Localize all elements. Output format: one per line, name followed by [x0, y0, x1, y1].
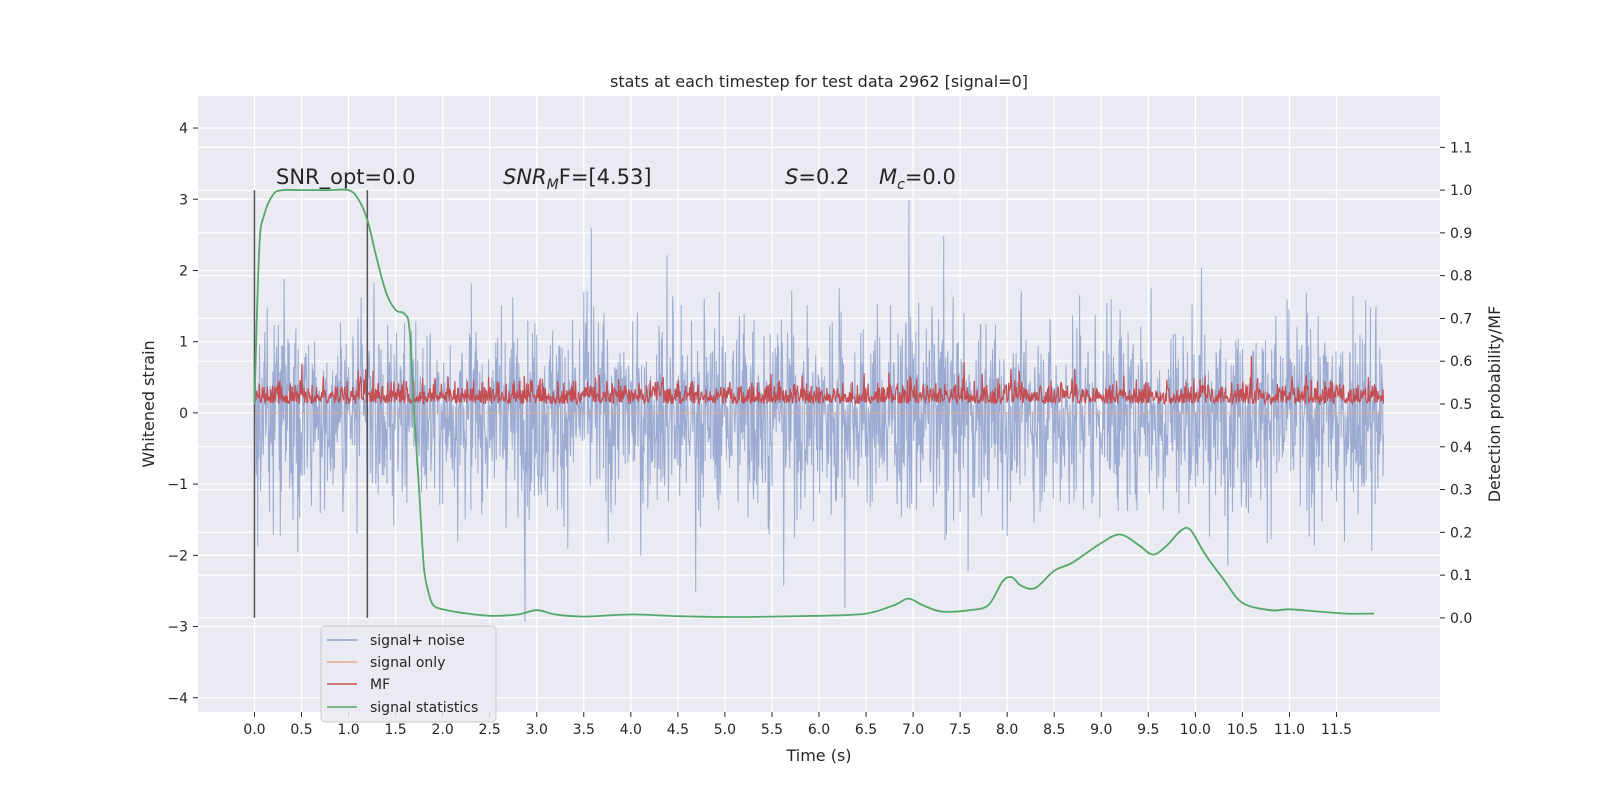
legend-box [320, 625, 497, 723]
y-right-tick-label: 1.1 [1450, 140, 1472, 156]
y-left-tick-label: −1 [167, 477, 188, 493]
y-right-axis-label: Detection probability/MF [1485, 306, 1504, 503]
series-line-signal-noise [254, 200, 1384, 622]
legend-label-signal-noise: signal+ noise [370, 633, 465, 649]
y-right-tick-labels: 1.1 1.0 0.9 0.8 0.7 0.6 0.5 0.4 0.3 0.2 0.1 0.0 [1440, 140, 1472, 627]
y-right-tick-label: 0.5 [1450, 397, 1472, 413]
y-left-tick-label: 4 [179, 121, 188, 137]
legend-label-mf: MF [370, 677, 390, 693]
series-mf [253, 355, 1385, 407]
x-tick-label: 1.0 [337, 722, 359, 738]
x-tick-label: 9.0 [1090, 722, 1112, 738]
legend: signal+ noise signal only MF signal stat… [320, 625, 497, 723]
series-line-signal-statistics [253, 188, 1375, 618]
y-left-tick-label: 3 [179, 192, 188, 208]
legend-label-signal-statistics: signal statistics [370, 700, 478, 716]
y-left-tick-label: 1 [179, 335, 188, 351]
y-left-tick-label: 0 [179, 406, 188, 422]
x-tick-label: 9.5 [1137, 722, 1159, 738]
series-signal-statistics [253, 188, 1375, 618]
x-axis-label: Time (s) [785, 746, 851, 765]
x-tick-label: 6.0 [808, 722, 830, 738]
y-right-tick-label: 0.0 [1450, 611, 1472, 627]
x-tick-label: 11.5 [1321, 722, 1352, 738]
y-left-tick-labels: 4 3 2 1 0 −1 −2 −3 −4 [167, 121, 198, 707]
vertical-markers [253, 190, 369, 618]
x-tick-label: 2.5 [479, 722, 501, 738]
annotation-snr-mf: SNRMF=[4.53] [503, 165, 652, 193]
annotation-snr-opt: SNR_opt=0.0 [276, 165, 416, 190]
y-left-tick-label: −4 [167, 691, 188, 707]
x-tick-label: 2.0 [432, 722, 454, 738]
y-right-tick-label: 0.7 [1450, 311, 1472, 327]
y-right-tick-label: 0.8 [1450, 269, 1472, 285]
x-tick-label: 4.0 [620, 722, 642, 738]
y-left-tick-label: −3 [167, 620, 188, 636]
y-left-axis-label: Whitened strain [139, 340, 158, 467]
x-tick-label: 0.0 [243, 722, 265, 738]
chart-title: stats at each timestep for test data 296… [610, 72, 1028, 91]
y-right-tick-label: 0.9 [1450, 226, 1472, 242]
legend-label-signal-only: signal only [370, 655, 445, 671]
x-tick-label: 5.5 [761, 722, 783, 738]
x-tick-label: 10.0 [1180, 722, 1211, 738]
x-tick-label: 7.5 [949, 722, 971, 738]
y-left-tick-label: −2 [167, 548, 188, 564]
x-tick-label: 10.5 [1227, 722, 1258, 738]
x-tick-label: 8.0 [996, 722, 1018, 738]
x-tick-label: 3.5 [573, 722, 595, 738]
x-tick-label: 0.5 [290, 722, 312, 738]
x-tick-label: 1.5 [384, 722, 406, 738]
annotation-s: S=0.2 [785, 165, 849, 189]
series-line-mf [253, 355, 1385, 407]
x-tick-label: 6.5 [855, 722, 877, 738]
y-left-tick-label: 2 [179, 263, 188, 279]
series-signal-noise [254, 200, 1384, 622]
y-right-tick-label: 0.6 [1450, 354, 1472, 370]
x-tick-label: 8.5 [1043, 722, 1065, 738]
x-tick-label: 5.0 [714, 722, 736, 738]
x-tick-label: 11.0 [1274, 722, 1305, 738]
y-right-tick-label: 0.2 [1450, 525, 1472, 541]
y-right-tick-label: 1.0 [1450, 183, 1472, 199]
y-right-tick-label: 0.1 [1450, 568, 1472, 584]
annotation-mc: Mc=0.0 [879, 165, 956, 193]
x-tick-label: 4.5 [667, 722, 689, 738]
x-tick-label: 7.0 [902, 722, 924, 738]
y-right-tick-label: 0.3 [1450, 483, 1472, 499]
x-tick-labels: 0.0 0.5 1.0 1.5 2.0 2.5 3.0 3.5 4.0 4.5 5.0 5.5 6.0 6… [243, 712, 1352, 738]
y-right-tick-label: 0.4 [1450, 440, 1472, 456]
x-tick-label: 3.0 [526, 722, 548, 738]
